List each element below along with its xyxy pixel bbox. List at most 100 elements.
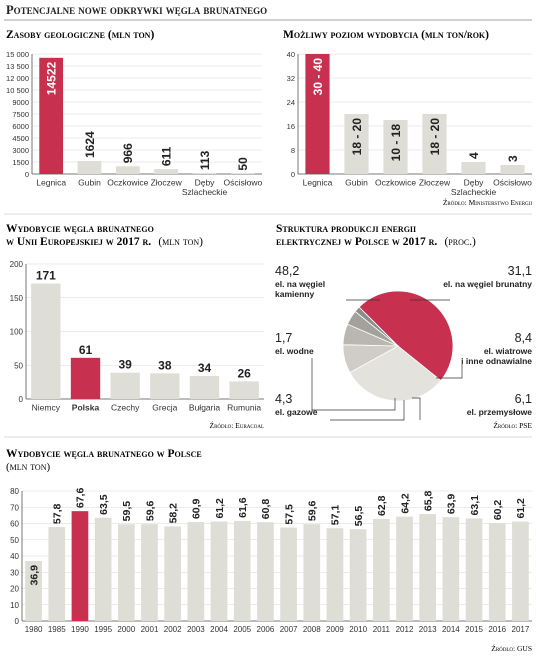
- category-label: Złoczew: [419, 178, 451, 188]
- category-label: Grecja: [152, 403, 177, 413]
- slice-value-label: 6,1: [515, 392, 532, 406]
- category-label: Ościsłowo: [223, 178, 262, 188]
- bar: [466, 518, 483, 621]
- category-label: Złoczew: [151, 178, 183, 188]
- slice-category-label: kamienny: [275, 289, 314, 299]
- category-label: 2006: [257, 625, 275, 634]
- bar: [78, 161, 102, 174]
- y-tick-label: 9000: [12, 98, 29, 107]
- y-tick-label: 0: [19, 395, 24, 404]
- panel-extraction-level: Możliwy poziom wydobycia (mln ton/rok) 0…: [283, 29, 532, 207]
- bar: [280, 528, 297, 621]
- y-tick-label: 24: [287, 98, 295, 107]
- category-label: 2009: [326, 625, 344, 634]
- bar: [350, 529, 367, 621]
- bar: [443, 517, 460, 621]
- category-label: 2001: [141, 625, 159, 634]
- value-label: 611: [159, 146, 173, 166]
- category-label: Dęby: [195, 178, 216, 188]
- y-tick-label: 50: [10, 536, 19, 545]
- y-tick-label: 13 500: [6, 62, 29, 71]
- bar: [72, 511, 89, 621]
- bar: [229, 381, 258, 399]
- slice-value-label: 48,2: [275, 264, 299, 278]
- value-label: 30 - 40: [311, 58, 325, 96]
- y-tick-label: 16: [287, 122, 295, 131]
- value-label: 61: [79, 343, 93, 357]
- slice-category-label: i inne odnawialne: [461, 356, 532, 366]
- category-label: Ościsłowo: [493, 178, 532, 188]
- chart-unit-eu-extraction: (mln ton): [158, 236, 203, 248]
- chart-unit-energy-structure: (proc.): [444, 236, 476, 248]
- bar: [48, 527, 65, 621]
- category-label: 2004: [210, 625, 228, 634]
- slice-category-label: el. na węgiel brunatny: [443, 279, 532, 289]
- y-tick-label: 30: [10, 568, 19, 577]
- chart-unit-poland-extraction: (mln ton): [6, 461, 50, 473]
- slice-category-label: el. wiatrowe: [484, 346, 532, 356]
- y-tick-label: 0: [15, 617, 20, 626]
- value-label: 58,2: [167, 503, 179, 524]
- bar: [512, 522, 529, 621]
- value-label: 65,8: [422, 490, 434, 511]
- category-label: 2005: [233, 625, 251, 634]
- value-label: 63,1: [469, 495, 481, 516]
- y-tick-label: 1500: [12, 158, 29, 167]
- chart-title-geological-resources: Zasoby geologiczne (mln ton): [6, 29, 154, 41]
- bar: [373, 519, 390, 621]
- category-label: Szlacheckie: [182, 187, 228, 197]
- category-label: 1985: [48, 625, 66, 634]
- value-label: 18 - 20: [428, 118, 442, 156]
- value-label: 1624: [83, 131, 97, 158]
- bar: [327, 528, 344, 621]
- category-label: Legnica: [303, 178, 333, 188]
- category-label: Czechy: [111, 403, 140, 413]
- y-tick-label: 150: [10, 294, 24, 303]
- source-note-pse: Źródło: PSE: [493, 420, 532, 430]
- value-label: 113: [198, 150, 212, 170]
- value-label: 60,8: [260, 499, 272, 520]
- slice-category-label: el. gazowe: [275, 407, 318, 417]
- value-label: 60,9: [191, 498, 203, 519]
- y-tick-label: 20: [10, 585, 19, 594]
- value-label: 67,6: [75, 488, 87, 509]
- slice-category-label: el. na węgiel: [275, 279, 325, 289]
- value-label: 26: [237, 366, 251, 380]
- value-label: 966: [121, 143, 135, 163]
- value-label: 18 - 20: [350, 118, 364, 156]
- slice-category-label: el. przemysłowe: [467, 407, 532, 417]
- page-title: Potencjalne nowe odkrywki węgla brunatne…: [6, 3, 267, 17]
- bar: [71, 358, 100, 399]
- slice-value-label: 1,7: [275, 331, 292, 345]
- bar: [141, 524, 158, 621]
- value-label: 56,5: [353, 506, 365, 527]
- value-label: 171: [36, 269, 56, 283]
- category-label: 1995: [94, 625, 112, 634]
- slice-value-label: 31,1: [508, 264, 532, 278]
- category-label: Polska: [72, 403, 100, 413]
- category-label: 2013: [419, 625, 437, 634]
- category-label: 2016: [488, 625, 506, 634]
- value-label: 63,9: [446, 494, 458, 515]
- value-label: 57,5: [283, 504, 295, 525]
- source-note-energy-ministry: Źródło: Ministerstwo Energii: [443, 197, 532, 207]
- panel-poland-extraction: Wydobycie węgla brunatnego w Polsce (mln…: [6, 448, 532, 653]
- bar: [154, 169, 178, 174]
- category-label: Niemcy: [32, 403, 61, 413]
- value-label: 57,1: [330, 505, 342, 526]
- category-label: 2008: [303, 625, 321, 634]
- category-label: 2012: [396, 625, 414, 634]
- panel-energy-structure: Struktura produkcji energii elektrycznej…: [275, 223, 532, 430]
- chart-title-energy-structure-line1: Struktura produkcji energii: [276, 223, 416, 235]
- value-label: 64,2: [399, 493, 411, 514]
- bar: [500, 165, 524, 174]
- y-tick-label: 4500: [12, 134, 29, 143]
- y-tick-label: 40: [10, 552, 19, 561]
- category-label: Legnica: [36, 178, 66, 188]
- value-label: 59,6: [307, 501, 319, 522]
- value-label: 60,2: [492, 500, 504, 521]
- value-label: 59,6: [144, 501, 156, 522]
